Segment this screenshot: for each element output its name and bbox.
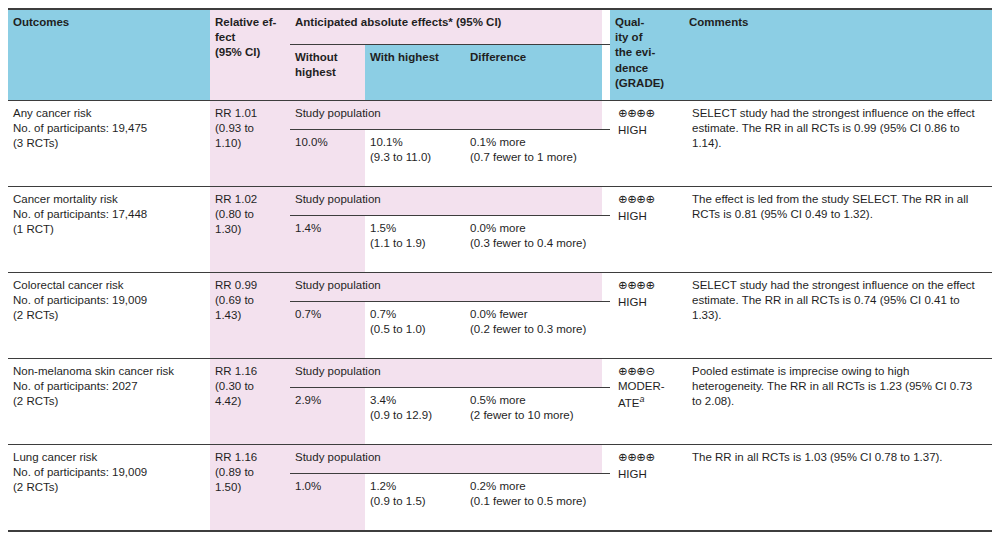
- grade-plus-symbols: ⊕⊕⊕⊕: [618, 278, 678, 293]
- header-without-highest: Without highest: [290, 45, 365, 100]
- grade-label: HIGH: [618, 210, 647, 222]
- difference-cell: 0.5% more (2 fewer to 10 more): [465, 388, 602, 444]
- grade-cell: ⊕⊕⊕⊕ HIGH: [610, 187, 684, 272]
- column-gutter: [602, 302, 610, 358]
- comment-cell: Pooled estimate is imprecise owing to hi…: [684, 359, 992, 444]
- column-gutter: [602, 388, 610, 444]
- grade-label: HIGH: [618, 296, 647, 308]
- without-highest-cell: 2.9%: [290, 388, 365, 444]
- relative-effect-cell: RR 1.16 (0.30 to 4.42): [210, 359, 290, 444]
- outcome-cell: Any cancer risk No. of participants: 19,…: [8, 101, 210, 186]
- column-gutter: [602, 273, 610, 302]
- study-population-label: Study population: [290, 445, 602, 474]
- outcome-cell: Non-melanoma skin cancer risk No. of par…: [8, 359, 210, 444]
- table-row-cancer-mortality-risk: Cancer mortality risk No. of participant…: [8, 186, 992, 272]
- column-gutter: [602, 10, 610, 45]
- without-highest-cell: 10.0%: [290, 130, 365, 186]
- outcome-cell: Cancer mortality risk No. of participant…: [8, 187, 210, 272]
- summary-of-findings-table: Outcomes Relative ef- fect (95% CI) Anti…: [0, 0, 1000, 542]
- grade-plus-symbols: ⊕⊕⊕⊝: [618, 364, 678, 379]
- relative-effect-cell: RR 1.01 (0.93 to 1.10): [210, 101, 290, 186]
- grade-cell: ⊕⊕⊕⊕ HIGH: [610, 445, 684, 530]
- grade-footnote-marker: a: [640, 394, 645, 404]
- comment-cell: SELECT study had the strongest influence…: [684, 273, 992, 358]
- comment-cell: The RR in all RCTs is 1.03 (95% CI 0.78 …: [684, 445, 992, 530]
- column-gutter: [602, 130, 610, 186]
- relative-effect-cell: RR 0.99 (0.69 to 1.43): [210, 273, 290, 358]
- with-highest-cell: 10.1% (9.3 to 11.0): [365, 130, 465, 186]
- table-row-lung-cancer-risk: Lung cancer risk No. of participants: 19…: [8, 444, 992, 530]
- grade-cell: ⊕⊕⊕⊕ HIGH: [610, 101, 684, 186]
- with-highest-cell: 3.4% (0.9 to 12.9): [365, 388, 465, 444]
- column-gutter: [602, 359, 610, 388]
- without-highest-cell: 0.7%: [290, 302, 365, 358]
- relative-effect-cell: RR 1.16 (0.89 to 1.50): [210, 445, 290, 530]
- grade-evidence-table: Outcomes Relative ef- fect (95% CI) Anti…: [8, 8, 992, 532]
- header-relative-effect: Relative ef- fect (95% CI): [210, 10, 290, 100]
- difference-cell: 0.1% more (0.7 fewer to 1 more): [465, 130, 602, 186]
- column-gutter: [602, 187, 610, 216]
- table-row-colorectal-cancer-risk: Colorectal cancer risk No. of participan…: [8, 272, 992, 358]
- with-highest-cell: 1.2% (0.9 to 1.5): [365, 474, 465, 530]
- header-outcomes: Outcomes: [8, 10, 210, 100]
- grade-plus-symbols: ⊕⊕⊕⊕: [618, 106, 678, 121]
- table-header-row: Outcomes Relative ef- fect (95% CI) Anti…: [8, 10, 992, 100]
- column-gutter: [602, 101, 610, 130]
- difference-cell: 0.0% fewer (0.2 fewer to 0.3 more): [465, 302, 602, 358]
- outcome-cell: Lung cancer risk No. of participants: 19…: [8, 445, 210, 530]
- outcome-cell: Colorectal cancer risk No. of participan…: [8, 273, 210, 358]
- with-highest-cell: 0.7% (0.5 to 1.0): [365, 302, 465, 358]
- without-highest-cell: 1.0%: [290, 474, 365, 530]
- comment-cell: The effect is led from the study SELECT.…: [684, 187, 992, 272]
- without-highest-cell: 1.4%: [290, 216, 365, 272]
- difference-cell: 0.2% more (0.1 fewer to 0.5 more): [465, 474, 602, 530]
- table-row-any-cancer-risk: Any cancer risk No. of participants: 19,…: [8, 100, 992, 186]
- study-population-label: Study population: [290, 359, 602, 388]
- header-quality-grade: Qual- ity of the evi- dence (GRADE): [610, 10, 684, 100]
- study-population-label: Study population: [290, 101, 602, 130]
- grade-cell: ⊕⊕⊕⊝ MODER- ATEa: [610, 359, 684, 444]
- column-gutter: [602, 474, 610, 530]
- grade-plus-symbols: ⊕⊕⊕⊕: [618, 192, 678, 207]
- column-gutter: [602, 45, 610, 100]
- with-highest-cell: 1.5% (1.1 to 1.9): [365, 216, 465, 272]
- study-population-label: Study population: [290, 273, 602, 302]
- header-comments: Comments: [684, 10, 992, 100]
- header-absolute-effects: Anticipated absolute effects* (95% CI): [290, 10, 602, 45]
- comment-cell: SELECT study had the strongest influence…: [684, 101, 992, 186]
- grade-label: HIGH: [618, 124, 647, 136]
- grade-label: HIGH: [618, 468, 647, 480]
- grade-cell: ⊕⊕⊕⊕ HIGH: [610, 273, 684, 358]
- column-gutter: [602, 445, 610, 474]
- table-row-non-melanoma-skin-cancer-risk: Non-melanoma skin cancer risk No. of par…: [8, 358, 992, 444]
- header-with-highest: With highest: [365, 45, 465, 100]
- study-population-label: Study population: [290, 187, 602, 216]
- relative-effect-cell: RR 1.02 (0.80 to 1.30): [210, 187, 290, 272]
- grade-plus-symbols: ⊕⊕⊕⊕: [618, 450, 678, 465]
- difference-cell: 0.0% more (0.3 fewer to 0.4 more): [465, 216, 602, 272]
- header-difference: Difference: [465, 45, 602, 100]
- column-gutter: [602, 216, 610, 272]
